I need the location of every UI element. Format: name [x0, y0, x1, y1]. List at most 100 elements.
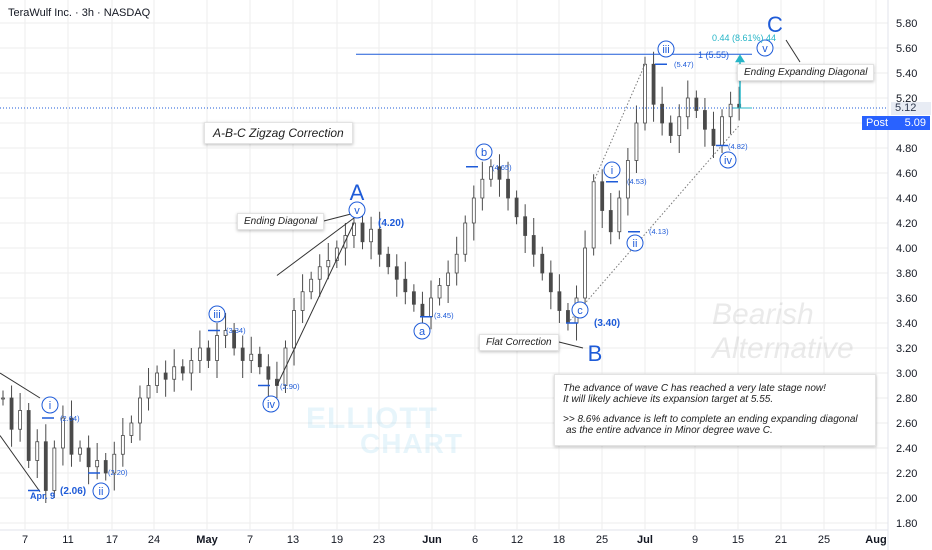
candle-body — [180, 366, 185, 374]
analysis-text-box: The advance of wave C has reached a very… — [554, 374, 876, 446]
y-tick-label: 2.00 — [896, 493, 917, 505]
candle-body — [608, 210, 613, 233]
candle-body — [643, 63, 647, 124]
candle-body — [189, 360, 194, 374]
candle-body — [548, 272, 553, 293]
price-label: (4.65) — [492, 163, 512, 172]
y-tick-label: 3.40 — [896, 318, 917, 330]
candle-body — [540, 253, 545, 274]
candle-body — [26, 410, 31, 461]
wave-label-iv: iv — [267, 399, 275, 411]
wave-label-iii: iii — [662, 44, 669, 56]
candle-body — [120, 435, 125, 455]
price-label: (3.45) — [434, 311, 454, 320]
wave-circle — [603, 161, 621, 179]
candle-body — [591, 181, 596, 249]
candle-body — [369, 228, 373, 243]
y-tick-label: 3.20 — [896, 343, 917, 355]
chart-title: TeraWulf Inc. · 3h · NASDAQ — [8, 7, 151, 19]
y-tick-label: 4.00 — [896, 243, 917, 255]
x-tick-label: 12 — [511, 534, 523, 546]
candle-body — [497, 166, 502, 180]
candle-body — [625, 160, 630, 199]
post-label: Post — [866, 117, 889, 129]
x-tick-label: 25 — [818, 534, 830, 546]
candle-body — [711, 128, 716, 146]
zigzag-callout: A-B-C Zigzag Correction — [204, 122, 353, 144]
candle-body — [429, 297, 433, 318]
x-tick-label: 9 — [692, 534, 698, 546]
candle-body — [600, 181, 605, 211]
analysis-line-2: It will likely achieve its expansion tar… — [563, 394, 774, 405]
candle-body — [163, 372, 168, 380]
candle-body — [309, 278, 314, 293]
candle-body — [506, 178, 510, 199]
wave-label-a: a — [419, 326, 426, 338]
x-tick-label: 7 — [22, 534, 28, 546]
candle-body — [146, 385, 151, 399]
candle-body — [531, 235, 536, 255]
candle-body — [685, 97, 690, 118]
candle-body — [386, 253, 391, 268]
y-tick-label: 1.80 — [896, 518, 917, 530]
wave-label-b: b — [481, 147, 487, 159]
y-tick-label: 3.00 — [896, 368, 917, 380]
wave-label-c: c — [577, 305, 583, 317]
flat-pointer — [558, 341, 584, 349]
price-label: (2.20) — [108, 468, 128, 477]
analysis-line-4: as the entire advance in Minor degree wa… — [566, 425, 773, 436]
x-tick-label: May — [196, 534, 218, 546]
wave-label-A: A — [350, 180, 365, 205]
candle-body — [437, 285, 442, 299]
candle-body — [61, 417, 65, 449]
wave-label-ii: ii — [633, 238, 638, 250]
candle-body — [514, 197, 519, 218]
wave-label-i: i — [611, 165, 613, 177]
x-tick-label: 25 — [596, 534, 608, 546]
candle-body — [197, 347, 202, 361]
candle-body — [69, 417, 74, 455]
y-tick-label: 5.60 — [896, 43, 917, 55]
price-label: (4.53) — [627, 177, 647, 186]
candle-body — [694, 97, 699, 111]
x-tick-label: 6 — [472, 534, 478, 546]
y-tick-label: 5.40 — [896, 68, 917, 80]
wave-circle — [475, 143, 493, 161]
x-tick-label: 17 — [106, 534, 118, 546]
candle-body — [232, 330, 237, 349]
wave-circle — [348, 201, 366, 219]
candle-body — [728, 103, 733, 118]
y-tick-label: 3.80 — [896, 268, 917, 280]
candle-body — [377, 228, 382, 255]
candle-body — [454, 253, 459, 274]
candle-body — [317, 266, 322, 280]
current-price-tag: 5.12 — [891, 102, 931, 115]
wave-circle — [719, 151, 737, 169]
candle-body — [292, 310, 296, 349]
x-tick-label: 18 — [553, 534, 565, 546]
left-channel-upper — [0, 372, 41, 399]
y-tick-label: 4.60 — [896, 168, 917, 180]
price-label: (3.34) — [226, 326, 246, 335]
candle-body — [326, 260, 331, 268]
candle-body — [223, 330, 228, 336]
wave-circle — [626, 234, 644, 252]
candle-body — [103, 460, 108, 474]
candle-body — [1, 397, 5, 400]
candle-body — [172, 366, 177, 380]
candle-body — [215, 335, 219, 361]
wave-circle — [657, 40, 675, 58]
candle-body — [129, 422, 134, 436]
candle-body — [249, 353, 254, 361]
candle-body — [634, 122, 639, 161]
diagonal-upper-line — [276, 217, 355, 276]
wave-label-B: B — [588, 341, 603, 366]
candle-body — [566, 310, 570, 324]
candle-body — [257, 353, 262, 368]
x-tick-label: Jun — [422, 534, 442, 546]
candle-body — [489, 166, 493, 180]
candle-body — [9, 397, 14, 430]
candle-body — [446, 272, 451, 286]
wave-label-i: i — [49, 400, 51, 412]
